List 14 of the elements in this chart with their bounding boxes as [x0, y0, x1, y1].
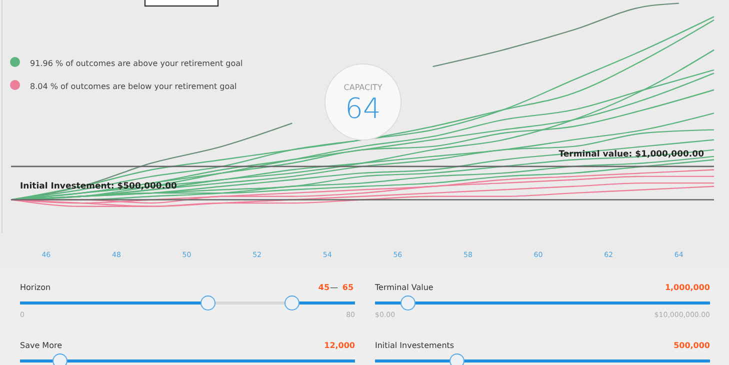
annotation: 91.96 % of outcomes are above your retirement goal [30, 59, 243, 68]
text: 500,000 [674, 341, 710, 350]
text: 1,000,000 [664, 283, 710, 292]
annotation: CAPACITY [344, 83, 382, 92]
text: — [330, 283, 338, 292]
text: Save More [20, 341, 62, 350]
text: 12,000 [324, 341, 356, 350]
text: 45 [318, 283, 330, 292]
annotation: 8.04 % of outcomes are below your retirement goal [30, 82, 237, 91]
text: Horizon [20, 283, 51, 292]
annotation: 64 [345, 92, 381, 125]
text: Initial Investements [375, 341, 454, 350]
text: Terminal Value [374, 283, 434, 292]
text: 65 [342, 283, 354, 292]
